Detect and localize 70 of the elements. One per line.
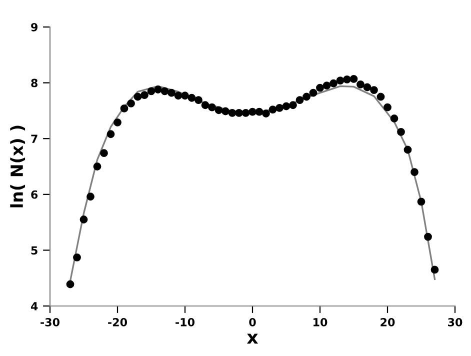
point — [134, 92, 142, 101]
point — [235, 108, 243, 117]
y-tick-label: 8 — [31, 78, 38, 88]
point — [66, 280, 74, 288]
x-tick-label: 10 — [314, 318, 328, 326]
y-tick-label: 7 — [31, 134, 38, 143]
point — [174, 92, 182, 100]
point — [114, 118, 122, 126]
point — [248, 108, 256, 116]
point — [160, 87, 169, 96]
point — [214, 106, 223, 114]
point — [181, 92, 189, 100]
point — [73, 254, 81, 262]
y-tick-label: 9 — [31, 22, 38, 32]
point — [194, 96, 202, 104]
point — [430, 266, 439, 274]
point — [100, 149, 108, 158]
y-tick-label: 4 — [30, 302, 38, 310]
point — [376, 92, 385, 101]
point — [390, 114, 398, 122]
point — [309, 88, 318, 97]
point — [268, 106, 277, 114]
point — [336, 76, 344, 85]
point — [350, 74, 358, 83]
point — [370, 86, 378, 94]
point — [140, 91, 148, 100]
x-tick-label: -10 — [176, 318, 195, 326]
x-tick-label: 30 — [448, 318, 462, 326]
point — [302, 92, 310, 101]
point — [188, 94, 196, 102]
point — [201, 101, 210, 110]
point — [424, 232, 432, 241]
point — [289, 101, 297, 110]
x-axis-title: x — [246, 334, 258, 344]
point — [147, 87, 156, 96]
point — [316, 84, 324, 92]
x-tick-label: -30 — [40, 318, 60, 326]
point — [80, 216, 88, 224]
point — [154, 86, 162, 94]
point — [322, 82, 331, 90]
point — [228, 108, 236, 117]
point — [242, 108, 250, 117]
point — [93, 162, 102, 170]
y-axis-title: ln( N(x) ) — [10, 126, 26, 208]
point — [222, 107, 230, 116]
y-tick-label: 5 — [31, 246, 38, 255]
point — [208, 103, 216, 112]
point — [384, 103, 392, 112]
point — [120, 104, 128, 112]
point — [397, 128, 405, 136]
point — [86, 192, 94, 201]
point — [168, 88, 176, 97]
y-tick-label: 6 — [31, 190, 38, 199]
point — [106, 130, 115, 138]
x-tick-label: -20 — [108, 318, 128, 326]
point — [276, 104, 284, 112]
point — [404, 146, 412, 154]
point — [296, 96, 304, 104]
x-tick-label: 20 — [380, 318, 395, 326]
point — [417, 198, 426, 206]
x-tick-label: 0 — [249, 318, 256, 326]
point — [356, 80, 364, 88]
point — [282, 102, 290, 110]
point — [330, 79, 338, 88]
point — [127, 99, 135, 108]
point — [410, 168, 418, 176]
point — [262, 110, 270, 118]
point — [343, 76, 351, 84]
point — [363, 83, 372, 92]
point — [255, 108, 264, 116]
